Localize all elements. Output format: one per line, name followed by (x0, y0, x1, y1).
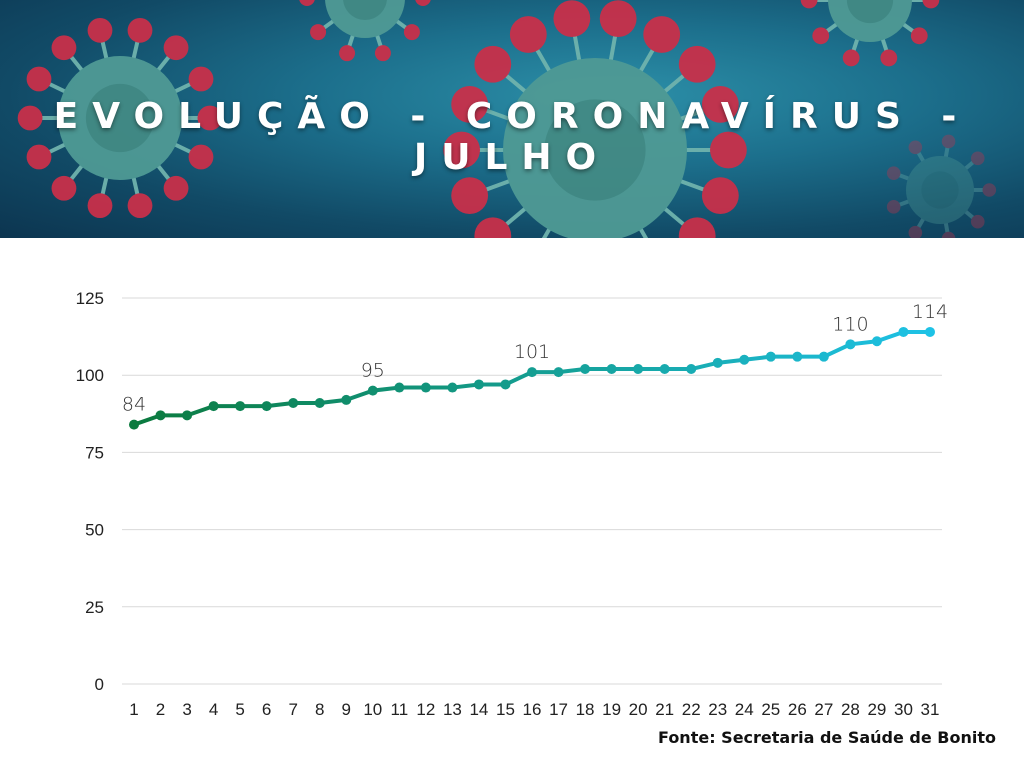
x-tick-label: 3 (182, 700, 191, 719)
x-tick-label: 31 (921, 700, 940, 719)
x-tick-label: 19 (602, 700, 621, 719)
data-point (633, 364, 644, 375)
x-tick-label: 21 (655, 700, 674, 719)
header-banner: EVOLUÇÃO - CORONAVÍRUS - JULHO (0, 0, 1024, 238)
data-point (659, 364, 670, 375)
data-point (792, 351, 803, 362)
x-tick-label: 1 (129, 700, 138, 719)
virus-icon (17, 17, 223, 219)
x-tick-label: 18 (576, 700, 595, 719)
data-point (500, 379, 511, 390)
data-point (818, 351, 829, 362)
x-tick-label: 4 (209, 700, 218, 719)
data-label: 101 (514, 341, 550, 363)
x-tick-label: 30 (894, 700, 913, 719)
y-tick-label: 75 (85, 443, 104, 462)
x-tick-label: 22 (682, 700, 701, 719)
virus-icon (800, 0, 940, 67)
data-point (553, 367, 564, 378)
data-point (314, 397, 325, 408)
data-label: 95 (361, 360, 385, 382)
x-tick-label: 6 (262, 700, 271, 719)
x-tick-label: 13 (443, 700, 462, 719)
x-tick-label: 26 (788, 700, 807, 719)
x-tick-label: 5 (235, 700, 244, 719)
virus-icon (886, 134, 997, 238)
data-label: 110 (832, 313, 868, 335)
virus-icon (299, 0, 431, 62)
data-point (871, 336, 882, 347)
data-point (394, 382, 405, 393)
x-tick-label: 25 (761, 700, 780, 719)
x-tick-label: 14 (469, 700, 488, 719)
data-point (845, 339, 856, 350)
y-tick-label: 125 (76, 289, 104, 308)
data-point (155, 410, 166, 421)
x-tick-label: 8 (315, 700, 324, 719)
y-tick-label: 25 (85, 598, 104, 617)
data-point (182, 410, 193, 421)
x-tick-label: 15 (496, 700, 515, 719)
x-tick-label: 20 (629, 700, 648, 719)
data-point (288, 397, 299, 408)
y-tick-label: 0 (95, 675, 104, 694)
x-tick-label: 17 (549, 700, 568, 719)
data-point (473, 379, 484, 390)
x-tick-label: 27 (814, 700, 833, 719)
x-tick-label: 16 (523, 700, 542, 719)
data-point (129, 419, 139, 430)
x-tick-label: 7 (288, 700, 297, 719)
data-point (208, 401, 219, 412)
data-label: 114 (912, 301, 948, 323)
data-label: 84 (122, 394, 146, 416)
data-point (420, 382, 431, 393)
data-point (580, 364, 591, 375)
data-point (447, 382, 458, 393)
virus-illustration (17, 0, 997, 238)
virus-icon (443, 0, 747, 238)
source-credit: Fonte: Secretaria de Saúde de Bonito (658, 728, 996, 747)
page-title: EVOLUÇÃO - CORONAVÍRUS - JULHO (53, 96, 971, 178)
x-tick-label: 9 (342, 700, 351, 719)
y-tick-label: 50 (85, 521, 104, 540)
data-point (235, 401, 246, 412)
data-point (367, 385, 378, 396)
data-point (739, 354, 750, 365)
data-point (712, 357, 723, 368)
y-tick-label: 100 (76, 366, 104, 385)
x-tick-label: 28 (841, 700, 860, 719)
x-tick-label: 29 (867, 700, 886, 719)
data-point (341, 394, 352, 405)
data-point (261, 401, 272, 412)
data-point (898, 326, 909, 337)
data-point (606, 364, 617, 375)
x-tick-label: 23 (708, 700, 727, 719)
x-tick-label: 11 (391, 700, 409, 719)
x-tick-label: 2 (156, 700, 165, 719)
x-tick-label: 24 (735, 700, 754, 719)
data-point (686, 364, 697, 375)
x-tick-label: 10 (363, 700, 382, 719)
x-tick-label: 12 (416, 700, 435, 719)
data-point (925, 326, 935, 337)
data-point (527, 367, 537, 378)
data-point (765, 351, 776, 362)
